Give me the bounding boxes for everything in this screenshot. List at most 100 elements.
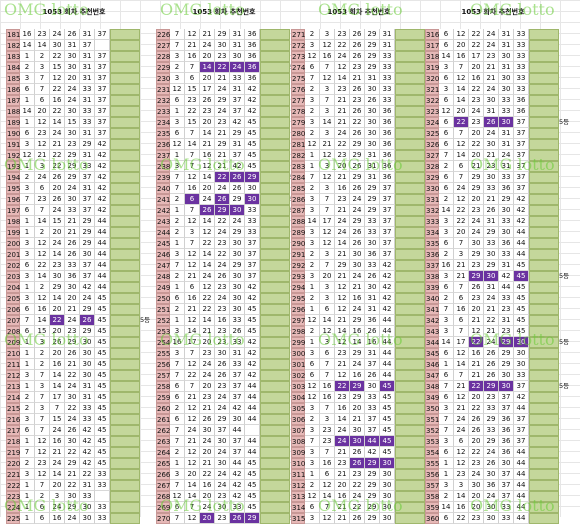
number-cell: 36 [245,73,260,84]
number-cell: 37 [514,139,529,150]
number-cell: 2 [170,304,185,315]
number-cell: 36 [65,271,80,282]
number-cell: 26 [200,414,215,425]
row-number: 212 [6,370,21,381]
number-cell: 3 [35,161,50,172]
number-cell: 20 [454,227,469,238]
number-cell: 33 [514,370,529,381]
row-number: 264 [156,447,171,458]
number-cell: 23 [200,106,215,117]
number-cell: 29 [365,40,380,51]
number-cell: 45 [95,414,110,425]
number-cell: 24 [50,425,65,436]
number-cell: 45 [95,359,110,370]
number-cell: 1 [170,458,185,469]
number-cell: 37 [95,117,110,128]
blank-green-cell [529,51,559,62]
row-number: 188 [6,106,21,117]
number-cell: 1 [170,282,185,293]
number-cell: 7 [320,370,335,381]
number-cell: 37 [499,491,514,502]
number-cell: 20 [200,51,215,62]
blank-green-cell [260,40,290,51]
number-cell: 7 [170,370,185,381]
number-cell: 33 [80,403,95,414]
row-number: 214 [6,392,21,403]
blank-green-cell [529,447,559,458]
number-cell: 3 [35,403,50,414]
number-cell: 12 [185,359,200,370]
row-number: 332 [425,205,440,216]
number-cell: 16 [335,491,350,502]
number-cell: 24 [50,238,65,249]
number-cell: 12 [185,29,200,40]
number-cell: 21 [50,139,65,150]
blank-green-cell [395,293,425,304]
number-cell: 37 [514,425,529,436]
number-cell: 29 [65,161,80,172]
number-cell: 30 [230,282,245,293]
number-cell: 1 [305,150,320,161]
number-cell: 29 [215,29,230,40]
number-cell: 42 [245,348,260,359]
number-cell: 3 [305,227,320,238]
number-cell: 24 [65,513,80,524]
row-number: 290 [291,238,306,249]
blank-green-cell [260,51,290,62]
number-cell: 7 [439,414,454,425]
number-cell: 36 [499,436,514,447]
row-number: 328 [425,161,440,172]
row-number: 259 [156,392,171,403]
number-cell: 23 [335,348,350,359]
row-number: 318 [425,51,440,62]
number-cell: 30 [484,502,499,513]
number-cell: 24 [215,447,230,458]
number-cell: 24 [350,271,365,282]
number-cell [95,491,110,502]
number-cell: 15 [185,84,200,95]
number-cell: 20 [350,403,365,414]
number-cell: 44 [95,260,110,271]
number-cell: 23 [215,117,230,128]
number-cell: 30 [469,480,484,491]
row-number: 247 [156,260,171,271]
number-cell: 1 [20,51,35,62]
number-cell: 1 [170,150,185,161]
blank-green-cell [529,293,559,304]
number-cell: 20 [200,447,215,458]
row-number: 313 [291,491,306,502]
number-cell: 37 [230,370,245,381]
prize-label: 5등 [140,316,151,324]
number-cell: 42 [245,106,260,117]
number-cell: 20 [50,480,65,491]
number-cell: 6 [454,293,469,304]
row-number: 220 [6,458,21,469]
number-cell: 3 [170,117,185,128]
number-cell: 1 [305,304,320,315]
matched-number-cell: 30 [499,117,514,128]
number-cell: 12 [454,348,469,359]
number-cell: 7 [170,480,185,491]
row-number: 315 [291,513,306,524]
number-cell: 3 [320,249,335,260]
number-cell: 45 [245,458,260,469]
number-cell: 12 [35,238,50,249]
number-cell: 23 [215,51,230,62]
blank-green-cell [529,282,559,293]
number-cell: 2 [439,161,454,172]
number-cell: 24 [65,315,80,326]
matched-number-cell: 22 [215,62,230,73]
number-cell: 42 [95,139,110,150]
matched-number-cell: 29 [484,381,499,392]
number-cell: 33 [365,260,380,271]
number-cell: 30 [65,282,80,293]
number-cell: 14 [35,315,50,326]
blank-green-cell [110,326,140,337]
number-cell: 22 [65,370,80,381]
number-cell: 29 [365,51,380,62]
number-cell: 21 [35,150,50,161]
number-cell: 24 [215,469,230,480]
number-cell: 12 [335,337,350,348]
number-cell: 20 [469,128,484,139]
number-cell: 12 [335,62,350,73]
